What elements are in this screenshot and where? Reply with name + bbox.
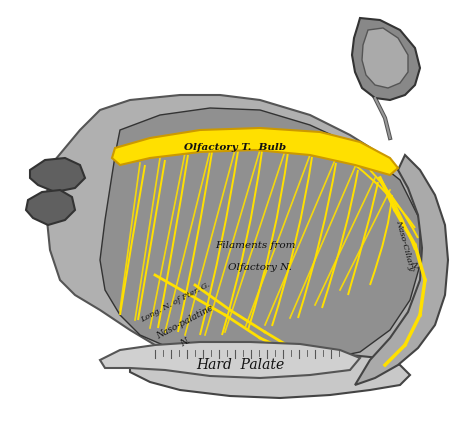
Text: Hard  Palate: Hard Palate xyxy=(196,358,284,372)
Text: Naso-palatine: Naso-palatine xyxy=(155,303,215,341)
Text: N.: N. xyxy=(409,260,419,271)
Polygon shape xyxy=(355,155,448,385)
Polygon shape xyxy=(45,95,435,388)
Text: Long. N. of Pter. G.: Long. N. of Pter. G. xyxy=(139,280,211,324)
Polygon shape xyxy=(100,342,360,378)
Text: Olfactory T.  Bulb: Olfactory T. Bulb xyxy=(184,143,286,151)
Text: Naso-Ciliary: Naso-Ciliary xyxy=(394,219,416,271)
Polygon shape xyxy=(352,18,420,100)
Text: N.: N. xyxy=(178,335,192,348)
Polygon shape xyxy=(100,108,420,362)
Text: Olfactory N.: Olfactory N. xyxy=(228,263,292,273)
Polygon shape xyxy=(26,190,75,225)
Polygon shape xyxy=(30,158,85,192)
Polygon shape xyxy=(362,28,408,88)
Polygon shape xyxy=(112,128,398,175)
Polygon shape xyxy=(130,345,410,398)
Text: Filaments from: Filaments from xyxy=(215,241,295,249)
